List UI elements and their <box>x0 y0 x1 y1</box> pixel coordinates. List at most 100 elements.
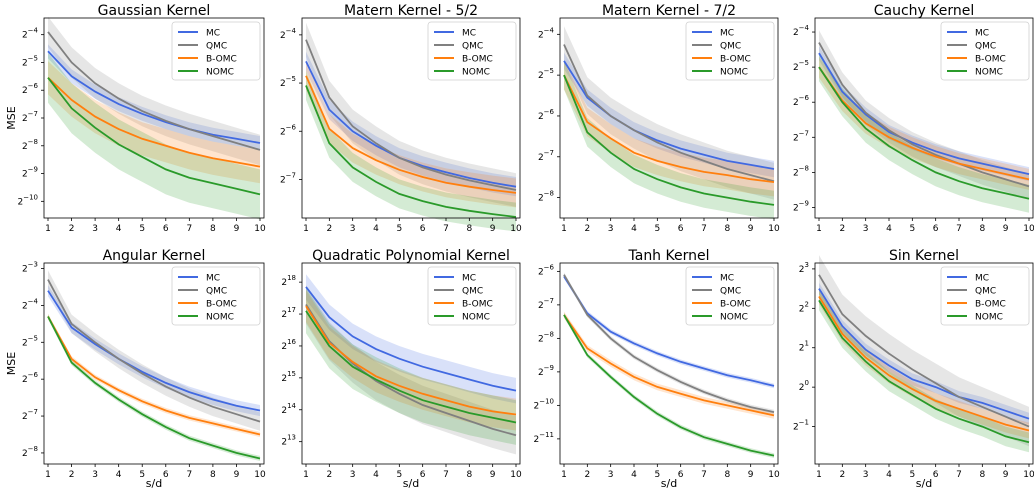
x-tick-label: 8 <box>466 224 472 234</box>
confidence-band <box>564 26 774 200</box>
y-tick-label: 213 <box>281 434 296 448</box>
legend-label: MC <box>720 29 734 39</box>
chart-title: Quadratic Polynomial Kernel <box>312 248 510 264</box>
y-tick-label: 216 <box>281 338 296 352</box>
series-line <box>305 305 517 416</box>
y-tick-label: 2−5 <box>22 334 38 348</box>
chart-panel: 1 2 3 4 5 6 7 8 9 10 2−3 2−4 2−5 2−6 2−7 2−8 Angular Ker… <box>5 248 266 490</box>
legend-label: QMC <box>720 287 741 297</box>
confidence-band <box>48 313 260 438</box>
legend-label: QMC <box>206 287 227 297</box>
x-tick-label: 9 <box>490 470 496 480</box>
confidence-band <box>819 288 1029 439</box>
x-tick-label: 9 <box>234 224 240 234</box>
y-tick-label: 215 <box>281 370 296 384</box>
y-tick-label: 2−6 <box>538 108 555 122</box>
legend-box <box>427 21 517 81</box>
x-tick-label: 5 <box>909 470 915 480</box>
plot-frame <box>559 262 779 465</box>
series-line <box>305 75 517 194</box>
plot-frame <box>43 262 265 465</box>
x-tick-label: 5 <box>909 224 915 234</box>
series-line <box>563 314 775 457</box>
legend-label: NOMC <box>720 313 748 323</box>
x-tick-label: 10 <box>768 224 780 234</box>
legend-box <box>940 21 1030 81</box>
x-tick-label: 2 <box>584 470 590 480</box>
chart-title: Cauchy Kernel <box>874 3 975 19</box>
x-tick-label: 5 <box>139 470 145 480</box>
x-tick-label: 5 <box>396 470 402 480</box>
series-line <box>305 39 517 191</box>
confidence-band <box>819 46 1029 182</box>
x-tick-label: 1 <box>303 470 309 480</box>
series-line <box>47 77 261 168</box>
legend-label: MC <box>975 29 989 39</box>
series-line <box>47 50 261 144</box>
x-axis-label: s/d <box>916 477 932 490</box>
legend: MC QMC B-OMC NOMC <box>685 266 775 326</box>
confidence-band <box>306 274 516 404</box>
confidence-band <box>48 52 260 220</box>
x-tick-label: 10 <box>510 224 522 234</box>
series-line <box>47 290 261 412</box>
x-tick-label: 2 <box>326 224 332 234</box>
y-tick-label: 2−5 <box>538 67 554 81</box>
y-tick-label: 2−7 <box>793 129 809 143</box>
x-tick-label: 5 <box>396 224 402 234</box>
legend-label: NOMC <box>975 313 1003 323</box>
x-tick-label: 3 <box>863 470 869 480</box>
x-tick-label: 10 <box>1023 470 1034 480</box>
series-line <box>818 296 1030 432</box>
confidence-band <box>48 16 260 166</box>
y-tick-label: 2−8 <box>538 330 554 344</box>
chart-title: Matern Kernel - 7/2 <box>602 3 736 19</box>
series-line <box>47 316 261 436</box>
y-tick-label: 2−10 <box>17 193 38 207</box>
series-line <box>47 316 261 460</box>
chart-panel: 1 2 3 4 5 6 7 8 9 10 2−4 2−5 2−6 2−7 2−8 2−9 2−10 Gaussia… <box>5 3 266 234</box>
x-tick-label: 7 <box>701 470 707 480</box>
y-tick-label: 2−7 <box>280 171 296 185</box>
chart-title: Gaussian Kernel <box>98 3 211 19</box>
series-line <box>305 286 517 392</box>
series-line <box>563 44 775 183</box>
plot-frame <box>301 262 521 465</box>
x-tick-label: 2 <box>839 470 845 480</box>
y-tick-label: 21 <box>799 340 809 354</box>
chart-panel: 1 2 3 4 5 6 7 8 9 10 2−4 2−5 2−6 2−7 2−8 Matern Kernel … <box>538 3 780 234</box>
y-tick-label: 2−4 <box>793 24 810 38</box>
confidence-band <box>819 255 1029 447</box>
legend-label: MC <box>462 29 476 39</box>
series-line <box>563 74 775 206</box>
legend-label: MC <box>462 274 476 284</box>
confidence-band <box>564 312 774 458</box>
x-tick-label: 1 <box>561 470 567 480</box>
series-line <box>563 274 775 413</box>
legend-box <box>171 21 261 81</box>
legend-box <box>427 266 517 326</box>
legend-label: B-OMC <box>462 55 493 65</box>
y-tick-label: 2−8 <box>22 445 38 459</box>
confidence-band <box>306 51 516 197</box>
x-tick-label: 5 <box>654 224 660 234</box>
chart-title: Sin Kernel <box>889 248 959 264</box>
x-tick-label: 4 <box>373 224 379 234</box>
y-tick-label: 2−8 <box>538 190 554 204</box>
x-tick-label: 7 <box>701 224 707 234</box>
series-line <box>818 52 1030 175</box>
x-tick-label: 9 <box>1003 224 1009 234</box>
x-tick-label: 6 <box>678 470 684 480</box>
series-line <box>818 299 1030 444</box>
plot-frame <box>301 17 521 219</box>
y-tick-label: 2−9 <box>538 364 554 378</box>
x-tick-label: 5 <box>139 224 145 234</box>
x-tick-label: 4 <box>631 224 637 234</box>
x-tick-label: 4 <box>886 224 892 234</box>
legend-box <box>171 266 261 326</box>
legend: MC QMC B-OMC NOMC <box>171 266 261 326</box>
y-tick-label: 2−11 <box>533 431 554 445</box>
plot-frame <box>814 262 1034 465</box>
legend-label: NOMC <box>720 68 748 78</box>
x-tick-label: 3 <box>608 470 614 480</box>
